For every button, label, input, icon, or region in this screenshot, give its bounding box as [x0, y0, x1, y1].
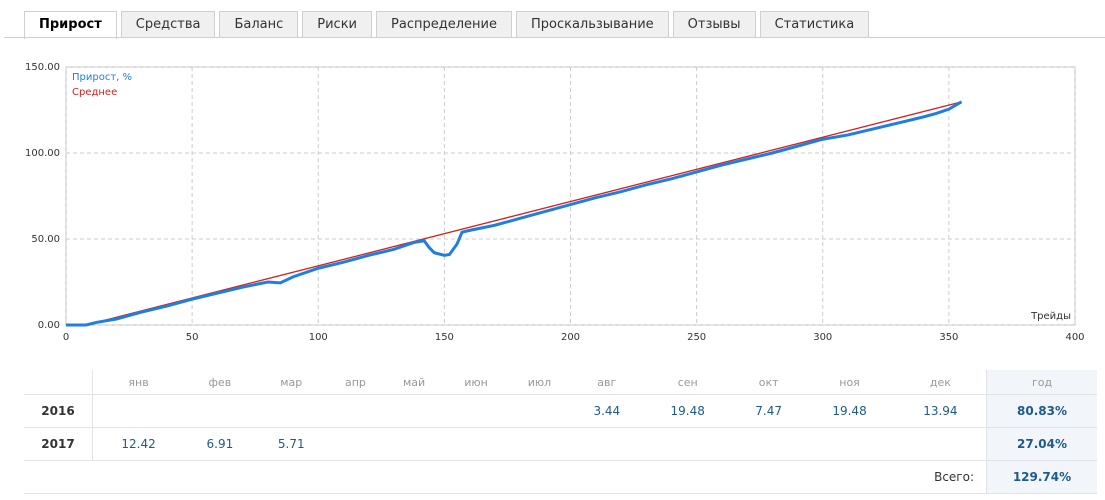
month-value: 3.44	[571, 394, 643, 428]
x-tick-label: 150	[435, 332, 454, 343]
chart: 0.00 50.00 100.00 150.00 0 50 100 150 200 250 300 3…	[25, 62, 1085, 343]
y-tick-label: 100.00	[25, 148, 60, 159]
month-header: сен	[642, 370, 733, 395]
x-tick-label: 100	[309, 332, 328, 343]
month-header: фев	[184, 370, 256, 395]
total-row: Всего: 129.74%	[24, 460, 1097, 494]
month-value: 13.94	[894, 394, 987, 428]
tab[interactable]: Прирост	[24, 11, 117, 39]
tab[interactable]: Отзывы	[672, 11, 756, 38]
month-value: 19.48	[642, 394, 733, 428]
x-axis-label: Трейды	[1030, 311, 1071, 322]
month-value	[255, 394, 327, 428]
total-value: 129.74%	[986, 460, 1097, 494]
month-value	[383, 394, 445, 428]
month-value	[571, 427, 643, 461]
month-header: ноя	[804, 370, 895, 395]
month-value	[642, 427, 733, 461]
month-value	[326, 427, 384, 461]
x-tick-label: 50	[186, 332, 199, 343]
tab-divider	[4, 37, 1105, 38]
x-tick-label: 350	[939, 332, 958, 343]
tab[interactable]: Риски	[302, 11, 373, 38]
month-value	[383, 427, 445, 461]
legend-entry: Прирост, %	[72, 72, 132, 83]
month-value	[326, 394, 384, 428]
month-value	[184, 394, 256, 428]
year-label: 2017	[24, 427, 93, 461]
month-value	[732, 427, 805, 461]
year-total: 27.04%	[986, 427, 1097, 461]
year-row: 2017 12.42 6.91 5.71 27.04%	[24, 427, 1097, 461]
month-value	[894, 427, 987, 461]
tab[interactable]: Статистика	[759, 11, 870, 38]
tab[interactable]: Распределение	[376, 11, 512, 38]
year-label: 2016	[24, 394, 93, 428]
month-value	[507, 427, 572, 461]
month-value	[444, 394, 508, 428]
x-tick-label: 300	[813, 332, 832, 343]
month-header: июн	[444, 370, 508, 395]
total-label: Всего:	[24, 460, 987, 494]
year-row: 2016 3.44 19.48 7.47 19.48 13.94 80.83%	[24, 394, 1097, 428]
month-value	[92, 394, 185, 428]
header-row: янв фев мар апр май июн июл авг сен окт ноя дек год	[24, 370, 1097, 395]
month-header: апр	[326, 370, 384, 395]
month-header: янв	[92, 370, 185, 395]
tab[interactable]: Баланс	[219, 11, 299, 38]
x-tick-label: 250	[687, 332, 706, 343]
x-tick-label: 400	[1065, 332, 1084, 343]
tab[interactable]: Проскальзывание	[515, 11, 669, 38]
month-header: окт	[732, 370, 805, 395]
month-value: 6.91	[184, 427, 256, 461]
month-header: май	[383, 370, 445, 395]
y-tick-label: 0.00	[38, 320, 60, 331]
y-tick-label: 50.00	[31, 234, 60, 245]
x-tick-label: 0	[63, 332, 69, 343]
month-value	[804, 427, 895, 461]
line-series	[86, 101, 962, 326]
monthly-table: янв фев мар апр май июн июл авг сен окт ноя дек год 2…	[24, 370, 1097, 494]
line-series	[66, 100, 963, 327]
tab[interactable]: Средства	[120, 11, 216, 38]
month-value	[444, 427, 508, 461]
year-total: 80.83%	[986, 394, 1097, 428]
x-tick-label: 200	[561, 332, 580, 343]
corner-cell	[24, 370, 93, 395]
tab-bar: Прирост Средства Баланс Риски Распределение П…	[24, 11, 870, 39]
month-value: 12.42	[92, 427, 185, 461]
year-header: год	[986, 370, 1097, 395]
y-tick-label: 150.00	[25, 62, 60, 73]
month-value: 19.48	[804, 394, 895, 428]
legend-entry: Среднее	[72, 87, 117, 98]
month-header: авг	[571, 370, 643, 395]
month-header: июл	[507, 370, 572, 395]
month-value: 7.47	[732, 394, 805, 428]
month-header: дек	[894, 370, 987, 395]
month-header: мар	[255, 370, 327, 395]
month-value: 5.71	[255, 427, 327, 461]
month-value	[507, 394, 572, 428]
